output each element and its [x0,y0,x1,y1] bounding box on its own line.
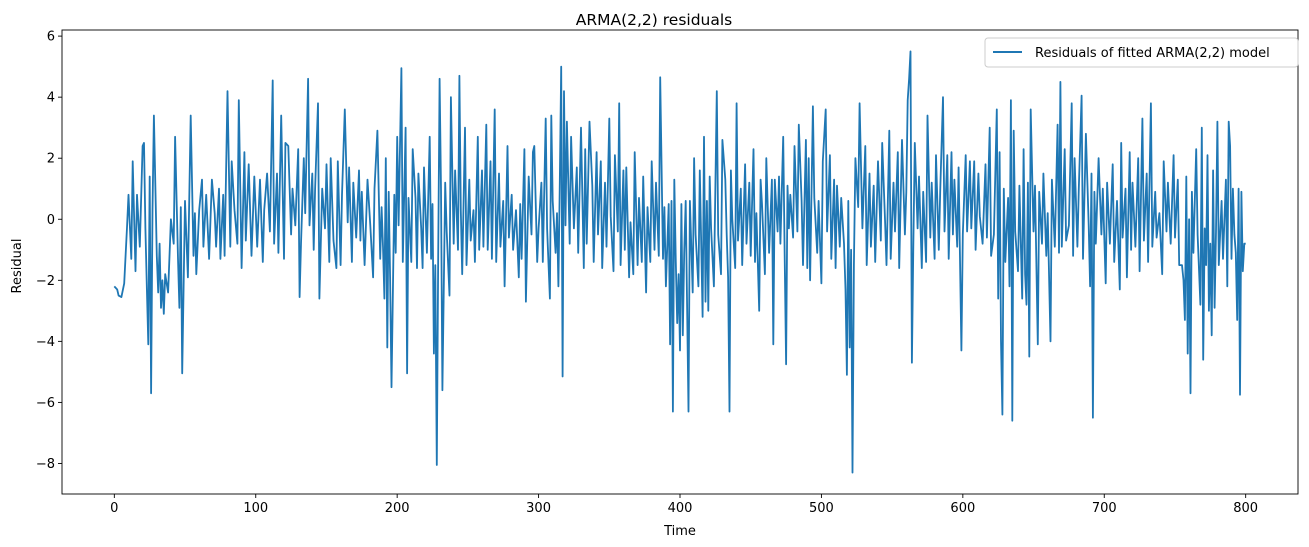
x-tick-label: 300 [526,501,551,516]
x-axis: 0 100 200 300 400 500 600 700 800 [110,494,1258,516]
y-tick-label: −8 [36,457,55,472]
y-tick-label: 2 [47,152,55,167]
series-line-residuals [113,50,1246,474]
y-tick-label: 4 [47,91,55,106]
y-tick-label: −2 [36,274,55,289]
y-axis-label: Residual [10,239,25,294]
x-tick-label: 400 [668,501,693,516]
x-tick-label: 800 [1233,501,1258,516]
legend-box [984,37,1299,68]
x-tick-label: 500 [809,501,834,516]
x-tick-label: 600 [950,501,975,516]
x-tick-label: 100 [243,501,268,516]
series-layer [113,50,1246,474]
legend: Residuals of fitted ARMA(2,2) model [984,37,1299,68]
y-tick-label: −4 [36,335,55,350]
x-axis-label: Time [663,524,696,539]
legend-label: Residuals of fitted ARMA(2,2) model [1035,46,1270,61]
y-tick-label: 0 [47,213,55,228]
chart-title: ARMA(2,2) residuals [576,11,733,29]
x-tick-label: 0 [110,501,118,516]
x-tick-label: 200 [385,501,410,516]
y-tick-label: −6 [36,396,55,411]
y-tick-label: 6 [47,30,55,45]
y-axis: −8 −6 −4 −2 0 2 4 6 [36,30,62,472]
x-tick-label: 700 [1092,501,1117,516]
plot-area: 0 100 200 300 400 500 600 700 800 −8 −6 −4 −2 0 2 4 6 [36,29,1299,516]
